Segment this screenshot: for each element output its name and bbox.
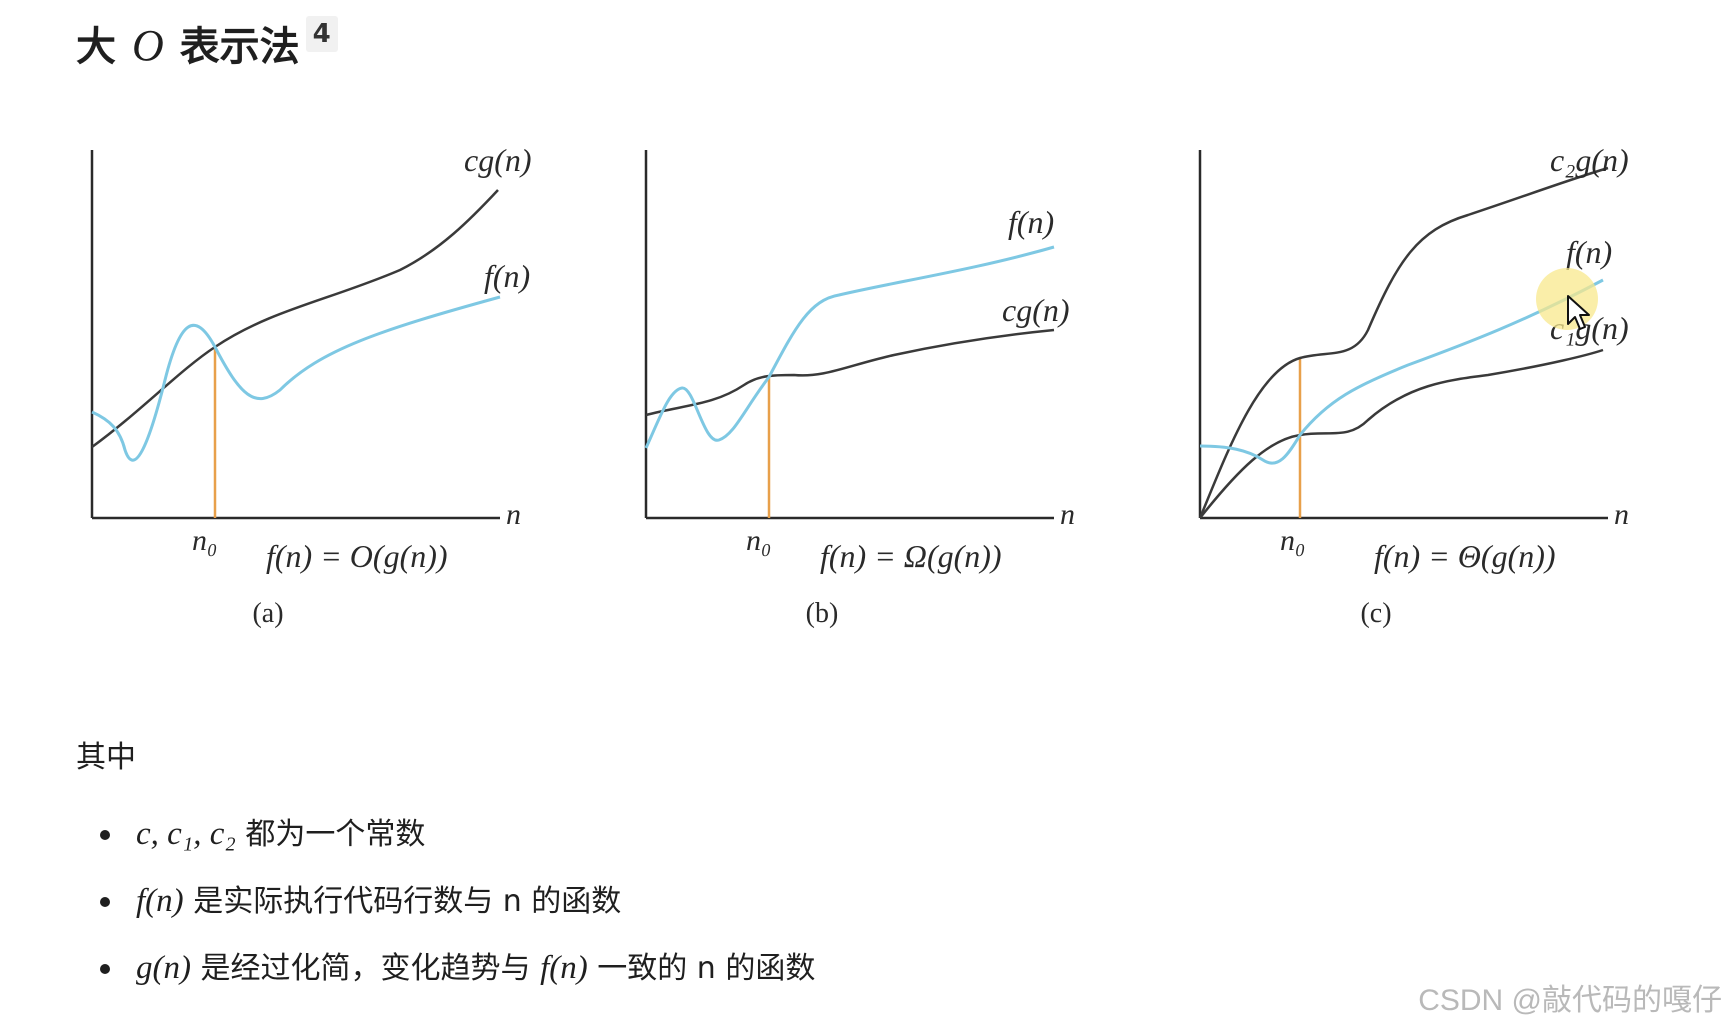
definition-list: c, c₁, c₂ 都为一个常数 f(n) 是实际执行代码行数与 n 的函数 g… (100, 812, 815, 1013)
figure-c-plot (1198, 150, 1609, 520)
f-curve (644, 245, 1055, 449)
cg-curve (91, 189, 499, 449)
curve-label-c2g: c₂g(n) (1550, 142, 1629, 178)
title-text-pre: 大 (76, 24, 116, 70)
axis-label-n: n (1060, 498, 1075, 531)
mouse-pointer-icon (1567, 295, 1590, 330)
formula: f(n) = Θ(g(n)) (1374, 538, 1556, 574)
formula: f(n) = Ω(g(n)) (820, 538, 1002, 574)
axis-label-n0: n₀ (1280, 524, 1306, 557)
list-item: c, c₁, c₂ 都为一个常数 (100, 812, 815, 879)
cg-curve (645, 328, 1055, 417)
bullet-icon (100, 897, 110, 907)
curve-label-f: f(n) (1566, 234, 1613, 270)
list-item-text: 都为一个常数 (235, 817, 426, 852)
page-title: 大 O 表示法 4 (76, 16, 338, 75)
list-item-text: 一致的 n 的函数 (587, 951, 816, 986)
list-item-text: 是实际执行代码行数与 n 的函数 (183, 884, 622, 919)
axis-label-n: n (1614, 498, 1629, 531)
footnote-link[interactable]: 4 (305, 16, 338, 52)
curve-label-cg: cg(n) (1002, 292, 1070, 328)
figure-b-plot (644, 150, 1055, 520)
inline-math: f(n) (540, 950, 588, 986)
bullet-icon (100, 964, 110, 974)
axis-label-n: n (506, 498, 521, 531)
watermark: CSDN @敲代码的嘎仔 (1418, 984, 1722, 1017)
curve-label-f: f(n) (1008, 204, 1055, 240)
caption: (c) (1360, 598, 1392, 629)
inline-math: g(n) (136, 950, 191, 986)
figure-big-omega: f(n) cg(n) n n₀ f(n) = Ω(g(n)) (b) (634, 150, 1124, 690)
axis-label-n0: n₀ (192, 524, 218, 557)
curve-label-f: f(n) (484, 258, 531, 294)
c2g-curve (1198, 166, 1609, 519)
caption: (b) (805, 598, 839, 629)
list-item: g(n) 是经过化简，变化趋势与 f(n) 一致的 n 的函数 (100, 946, 815, 1013)
caption: (a) (252, 598, 284, 629)
axis-label-n0: n₀ (746, 524, 772, 557)
curve-label-cg: cg(n) (464, 142, 532, 178)
f-curve (91, 295, 501, 462)
figure-big-o: cg(n) f(n) n n₀ f(n) = O(g(n)) (a) (80, 142, 570, 690)
formula: f(n) = O(g(n)) (266, 538, 448, 574)
figure-big-theta: c₂g(n) f(n) c₁g(n) n n₀ f(n) = Θ(g(n)) (… (1188, 142, 1678, 690)
inline-math: c, c₁, c₂ (136, 816, 236, 852)
title-text-post: 表示法 (179, 24, 300, 70)
f-curve (1199, 278, 1604, 465)
list-item-text: 是经过化简，变化趋势与 (190, 951, 541, 986)
title-math-o: O (131, 21, 164, 70)
inline-math: f(n) (136, 883, 184, 919)
list-item: f(n) 是实际执行代码行数与 n 的函数 (100, 879, 815, 946)
intro-text: 其中 (76, 740, 136, 775)
c1g-curve (1199, 348, 1604, 519)
bullet-icon (100, 830, 110, 840)
figure-a-plot (90, 150, 501, 520)
